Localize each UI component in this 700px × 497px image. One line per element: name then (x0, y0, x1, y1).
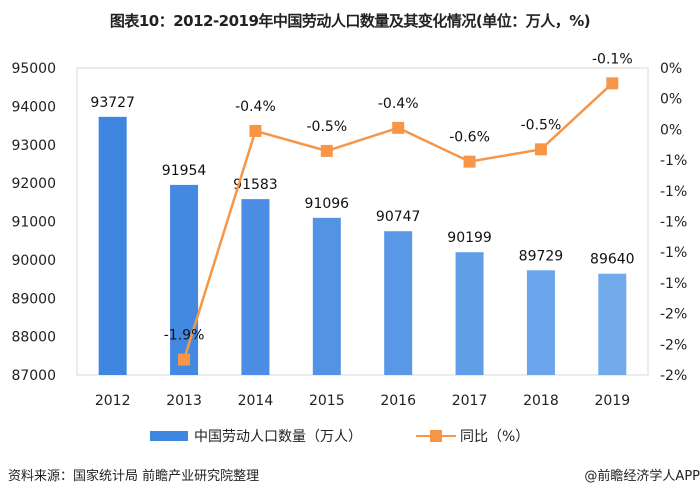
combo-chart: 87000 88000 89000 90000 91000 92000 93000 94000… (11, 51, 687, 409)
x-axis-tick: 2019 (594, 393, 630, 409)
x-axis-tick: 2013 (166, 393, 202, 409)
bar-value-label: 90747 (376, 209, 421, 225)
right-axis-tick: -2% (660, 337, 687, 353)
yoy-value-label: -0.4% (235, 99, 276, 115)
bar-2019 (598, 273, 627, 375)
bar-2018 (526, 270, 555, 375)
left-axis-tick: 91000 (11, 215, 56, 231)
left-axis-tick: 90000 (11, 253, 56, 269)
x-axis-tick: 2016 (380, 393, 416, 409)
bar-2015 (312, 217, 341, 375)
bar-2017 (455, 252, 484, 375)
bar-value-label: 89729 (519, 248, 564, 264)
left-axis-tick: 88000 (11, 330, 56, 346)
yoy-point-2019 (606, 77, 619, 90)
legend: 中国劳动人口数量（万人） 同比（%） (150, 426, 529, 446)
yoy-point-2018 (534, 143, 547, 156)
yoy-point-2014 (249, 124, 262, 137)
yoy-point-2016 (392, 121, 405, 134)
bar-value-label: 93727 (90, 95, 135, 111)
left-axis-tick: 95000 (11, 61, 56, 77)
bar-value-label: 89640 (590, 252, 635, 268)
x-axis-tick: 2012 (95, 393, 131, 409)
yoy-value-label: -0.5% (307, 119, 348, 135)
right-axis-tick: -1% (660, 276, 687, 292)
right-axis-tick: -2% (660, 368, 687, 384)
bar-value-label: 91583 (233, 177, 278, 193)
x-axis-tick: 2018 (523, 393, 559, 409)
yoy-value-label: -0.4% (378, 96, 419, 112)
yoy-point-2015 (320, 144, 333, 157)
bar-2013 (170, 184, 199, 375)
left-axis-tick: 93000 (11, 138, 56, 154)
legend-line-swatch (416, 430, 456, 442)
source-note: 资料来源：国家统计局 前瞻产业研究院整理 (8, 469, 260, 484)
left-axis-tick: 92000 (11, 176, 56, 192)
right-axis-tick: -1% (660, 153, 687, 169)
x-axis-tick: 2015 (309, 393, 345, 409)
bar-2012 (98, 116, 127, 375)
yoy-value-label: -1.9% (164, 328, 205, 344)
left-axis-tick: 89000 (11, 291, 56, 307)
x-axis-tick: 2014 (238, 393, 274, 409)
legend-bar-swatch (150, 431, 188, 441)
x-axis-tick: 2017 (452, 393, 488, 409)
yoy-value-label: -0.6% (449, 130, 490, 146)
yoy-value-label: -0.5% (521, 117, 562, 133)
plot-area (76, 67, 649, 376)
yoy-point-2013 (178, 353, 191, 366)
right-axis-tick: -2% (660, 307, 687, 323)
left-axis-tick: 87000 (11, 368, 56, 384)
left-axis-tick: 94000 (11, 99, 56, 115)
yoy-point-2017 (463, 155, 476, 168)
right-axis-tick: -1% (660, 184, 687, 200)
right-axis-tick: -1% (660, 245, 687, 261)
right-axis-tick: 0% (660, 92, 682, 108)
bar-2014 (241, 199, 270, 375)
chart-title: 图表10：2012-2019年中国劳动人口数量及其变化情况(单位：万人，%) (109, 12, 591, 30)
right-axis-tick: 0% (660, 122, 682, 138)
bar-2016 (384, 231, 413, 375)
bar-value-label: 91096 (305, 196, 350, 212)
legend-bar-label: 中国劳动人口数量（万人） (194, 429, 362, 445)
bar-value-label: 90199 (447, 230, 492, 246)
credit: @前瞻经济学人APP (584, 469, 700, 484)
right-axis-tick: -1% (660, 215, 687, 231)
yoy-value-label: -0.1% (592, 51, 633, 67)
right-axis-tick: 0% (660, 61, 682, 77)
bar-value-label: 91954 (162, 163, 207, 179)
legend-line-label: 同比（%） (460, 429, 530, 445)
